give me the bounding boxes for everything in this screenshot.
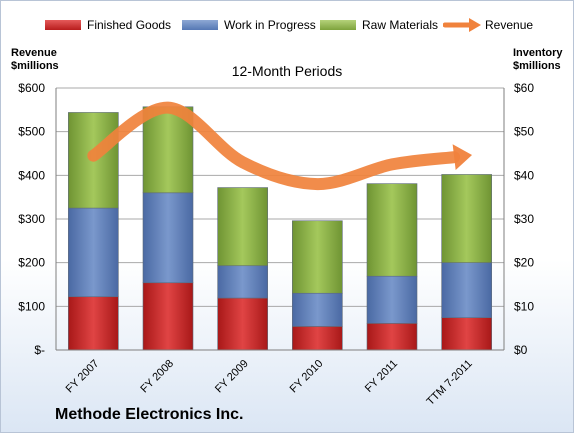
legend-revenue: Revenue	[443, 15, 533, 35]
bar-finished-goods	[68, 296, 119, 351]
right-tick-label: $50	[514, 125, 534, 139]
bars	[68, 106, 492, 351]
legend-work-in-progress: Work in Progress	[182, 15, 316, 35]
bar-work-in-progress	[441, 262, 492, 318]
right-tick-label: $40	[514, 168, 534, 182]
bar-work-in-progress	[142, 192, 194, 284]
legend-label: Revenue	[485, 18, 534, 32]
legend-raw-materials: Raw Materials	[320, 15, 438, 35]
left-tick-label: $200	[18, 256, 45, 270]
bar-finished-goods	[441, 317, 492, 351]
bar-raw-materials	[292, 220, 343, 294]
left-axis-title-line2: $millions	[11, 60, 59, 72]
right-tick-label: $20	[514, 256, 534, 270]
left-tick-label: $-	[34, 343, 45, 357]
company-name: Methode Electronics Inc.	[55, 406, 244, 423]
category-label: FY 2007	[64, 358, 102, 396]
category-label: FY 2009	[213, 358, 251, 396]
revenue-line-path	[87, 101, 461, 191]
right-axis-title: Inventory $millions	[513, 47, 563, 73]
revenue-arrow-swatch	[443, 18, 481, 32]
left-tick-label: $300	[18, 212, 45, 226]
bar-raw-materials	[217, 187, 268, 267]
revenue-line	[87, 101, 473, 191]
finished-goods-swatch	[45, 20, 81, 30]
bar-raw-materials	[441, 174, 492, 263]
legend: Finished Goods Work in Progress Raw Mate…	[1, 15, 573, 35]
left-axis-title: Revenue $millions	[11, 47, 59, 73]
right-axis-title-line1: Inventory	[513, 47, 563, 59]
left-tick-label: $100	[18, 299, 45, 313]
bar-finished-goods	[217, 297, 268, 351]
category-label: FY 2011	[363, 358, 400, 395]
bar-work-in-progress	[366, 275, 418, 324]
revenue-arrowhead	[452, 144, 473, 171]
bar-finished-goods	[292, 326, 343, 351]
left-tick-label: $500	[18, 125, 45, 139]
right-tick-label: $30	[514, 212, 534, 226]
left-tick-label: $400	[18, 168, 45, 182]
bar-work-in-progress	[68, 207, 119, 298]
left-axis-title-line1: Revenue	[11, 47, 57, 59]
right-tick-label: $0	[514, 343, 528, 357]
right-tick-label: $60	[514, 81, 534, 95]
bar-raw-materials	[366, 183, 418, 277]
bar-work-in-progress	[217, 265, 268, 299]
bar-work-in-progress	[292, 292, 343, 327]
chart-subtitle: 12-Month Periods	[231, 63, 343, 79]
legend-finished-goods: Finished Goods	[45, 15, 171, 35]
legend-label: Finished Goods	[87, 18, 172, 32]
legend-label: Work in Progress	[224, 18, 316, 32]
bar-finished-goods	[366, 323, 418, 351]
bar-finished-goods	[142, 282, 194, 351]
raw-materials-swatch	[320, 20, 356, 30]
right-tick-label: $10	[514, 299, 534, 313]
left-tick-label: $600	[18, 81, 45, 95]
legend-label: Raw Materials	[362, 18, 439, 32]
category-label: TTM 7-2011	[425, 358, 475, 408]
right-axis-title-line2: $millions	[513, 60, 561, 72]
work-in-progress-swatch	[182, 20, 218, 30]
bar-raw-materials	[142, 106, 194, 194]
category-label: FY 2008	[138, 358, 176, 396]
category-label: FY 2010	[288, 358, 326, 396]
